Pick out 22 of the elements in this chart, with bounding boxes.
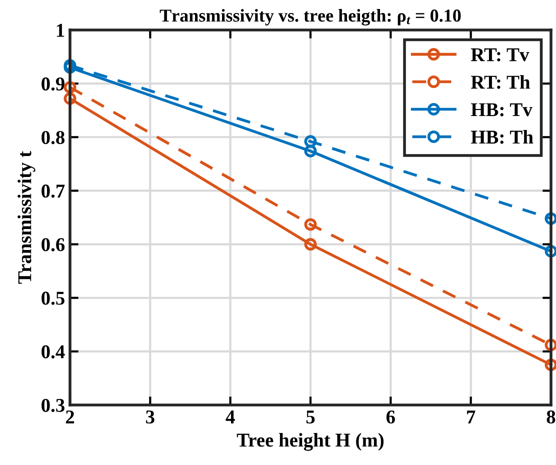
y-tick-label: 1	[56, 24, 64, 37]
y-tick-label: 0.9	[42, 77, 64, 91]
x-tick-label: 4	[226, 410, 235, 424]
y-tick-label: 0.3	[42, 398, 64, 412]
x-tick-label: 6	[386, 410, 395, 424]
chart-title: Transmissivity vs. tree heigth: ρ$_{t}$ = 0.10	[160, 9, 461, 26]
legend-label: HB: Tv	[470, 103, 532, 116]
x-tick-label: 3	[146, 410, 154, 424]
y-tick-label: 0.5	[42, 292, 64, 305]
x-tick-label: 8	[546, 410, 556, 424]
y-tick-label: 0.4	[42, 345, 65, 358]
legend-label: RT: Tv	[470, 48, 530, 62]
x-tick-label: 2	[66, 410, 74, 424]
y-tick-label: 0.6	[42, 238, 65, 252]
x-tick-label: 5	[306, 410, 315, 424]
x-axis-title: Tree height H (m)	[236, 433, 384, 451]
legend-label: RT: Th	[470, 75, 530, 89]
y-tick-label: 0.7	[42, 184, 65, 198]
y-tick-label: 0.8	[42, 130, 64, 144]
x-tick-label: 7	[467, 410, 476, 424]
legend-label: HB: Th	[470, 130, 534, 144]
y-axis-title: Transmissivity t	[18, 151, 36, 284]
